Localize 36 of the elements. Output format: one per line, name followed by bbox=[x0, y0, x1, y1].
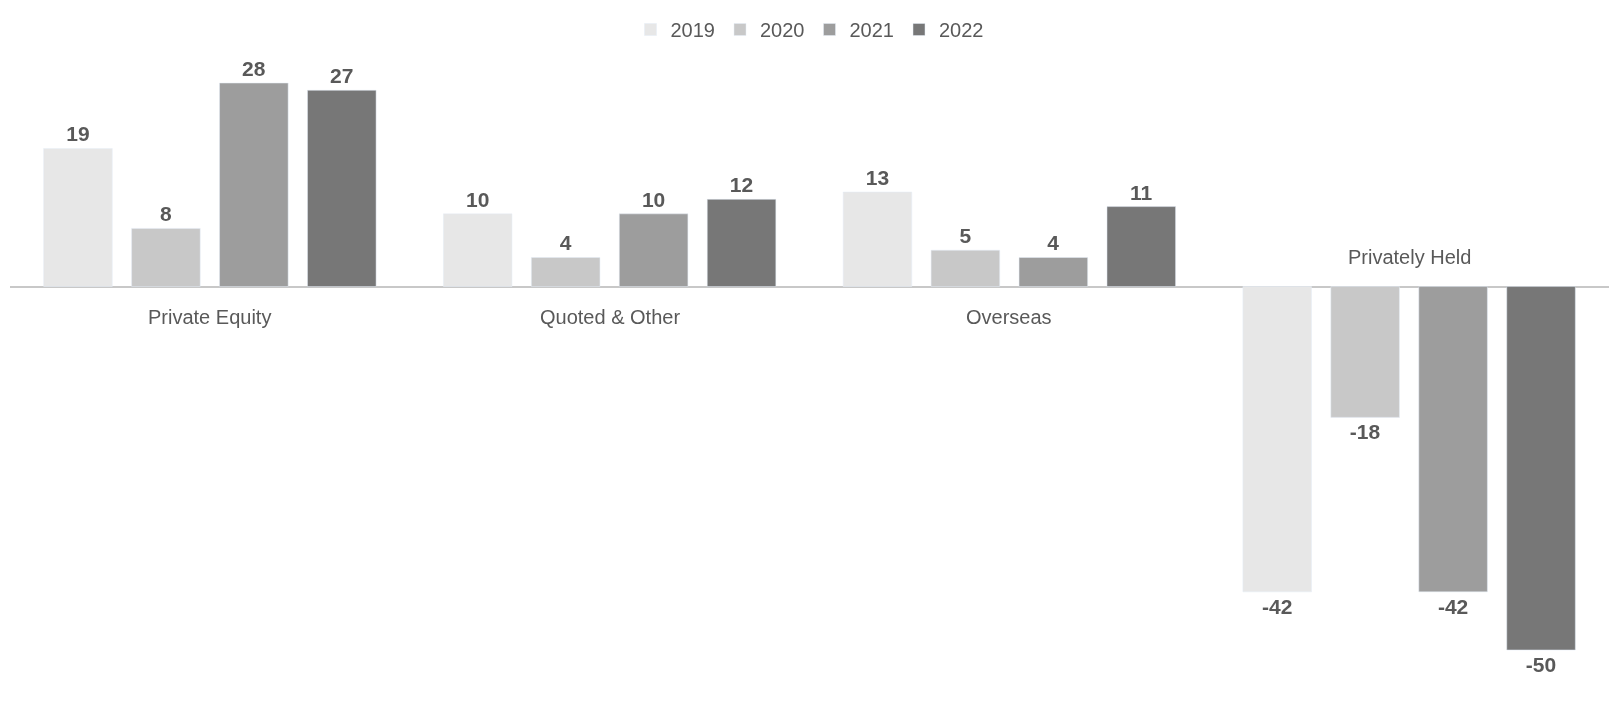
x-tick-label: Quoted & Other bbox=[540, 306, 681, 328]
data-label: 11 bbox=[1130, 180, 1153, 204]
data-label: 19 bbox=[66, 122, 90, 146]
bar bbox=[842, 191, 913, 287]
data-label: -18 bbox=[1349, 420, 1381, 444]
data-label: 10 bbox=[466, 187, 490, 211]
x-tick-label: Overseas bbox=[966, 306, 1052, 328]
data-label: 8 bbox=[159, 202, 172, 226]
data-label: 10 bbox=[641, 187, 666, 211]
legend-label: 2022 bbox=[939, 19, 984, 42]
bar bbox=[307, 90, 377, 287]
bar bbox=[1106, 206, 1176, 287]
data-label: 12 bbox=[729, 173, 754, 197]
legend-label: 2021 bbox=[849, 19, 894, 42]
x-tick-label: Private Equity bbox=[148, 306, 272, 328]
data-label: 13 bbox=[865, 166, 890, 190]
x-tick-label: Privately Held bbox=[1348, 246, 1472, 268]
data-label: 27 bbox=[330, 64, 354, 88]
bar bbox=[1418, 286, 1488, 593]
data-label: -50 bbox=[1525, 652, 1557, 676]
data-label: 4 bbox=[1047, 231, 1060, 255]
data-label: -42 bbox=[1437, 594, 1469, 618]
bar bbox=[706, 199, 777, 287]
bar bbox=[1506, 286, 1576, 651]
data-label: 4 bbox=[559, 231, 572, 255]
bar bbox=[1018, 257, 1088, 287]
bar bbox=[219, 82, 289, 287]
bar bbox=[619, 213, 689, 287]
bar bbox=[43, 148, 113, 287]
bar bbox=[443, 213, 513, 287]
bar bbox=[1242, 286, 1312, 593]
data-label: 5 bbox=[959, 224, 972, 248]
legend-label: 2020 bbox=[760, 19, 805, 42]
data-label: -42 bbox=[1262, 594, 1293, 618]
legend-label: 2019 bbox=[670, 19, 715, 42]
data-label: 28 bbox=[242, 57, 266, 81]
